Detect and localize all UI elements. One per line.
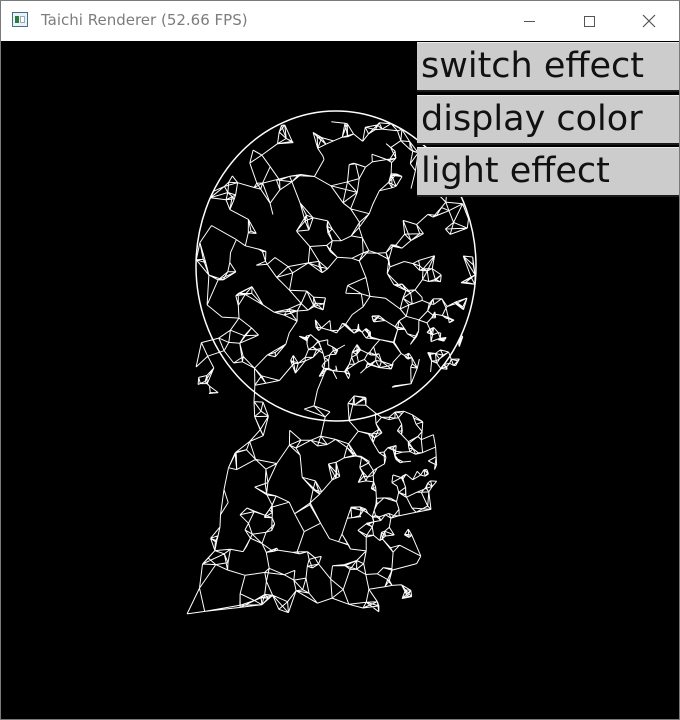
maximize-button[interactable]	[559, 1, 619, 41]
wireframe-head-mesh	[186, 110, 477, 615]
minimize-button[interactable]	[499, 1, 559, 41]
light-effect-button[interactable]: light effect	[417, 147, 679, 197]
window-title: Taichi Renderer (52.66 FPS)	[41, 11, 248, 29]
close-icon	[642, 14, 656, 28]
mesh-edges	[186, 121, 476, 615]
render-canvas[interactable]: switch effect display color light effect	[1, 41, 679, 719]
close-button[interactable]	[619, 1, 679, 41]
switch-effect-button[interactable]: switch effect	[417, 42, 679, 92]
minimize-icon	[523, 20, 535, 22]
app-icon	[12, 12, 28, 27]
head-outline	[195, 110, 477, 422]
title-bar[interactable]: Taichi Renderer (52.66 FPS)	[1, 1, 679, 41]
display-color-button[interactable]: display color	[417, 95, 679, 145]
maximize-icon	[583, 15, 595, 27]
